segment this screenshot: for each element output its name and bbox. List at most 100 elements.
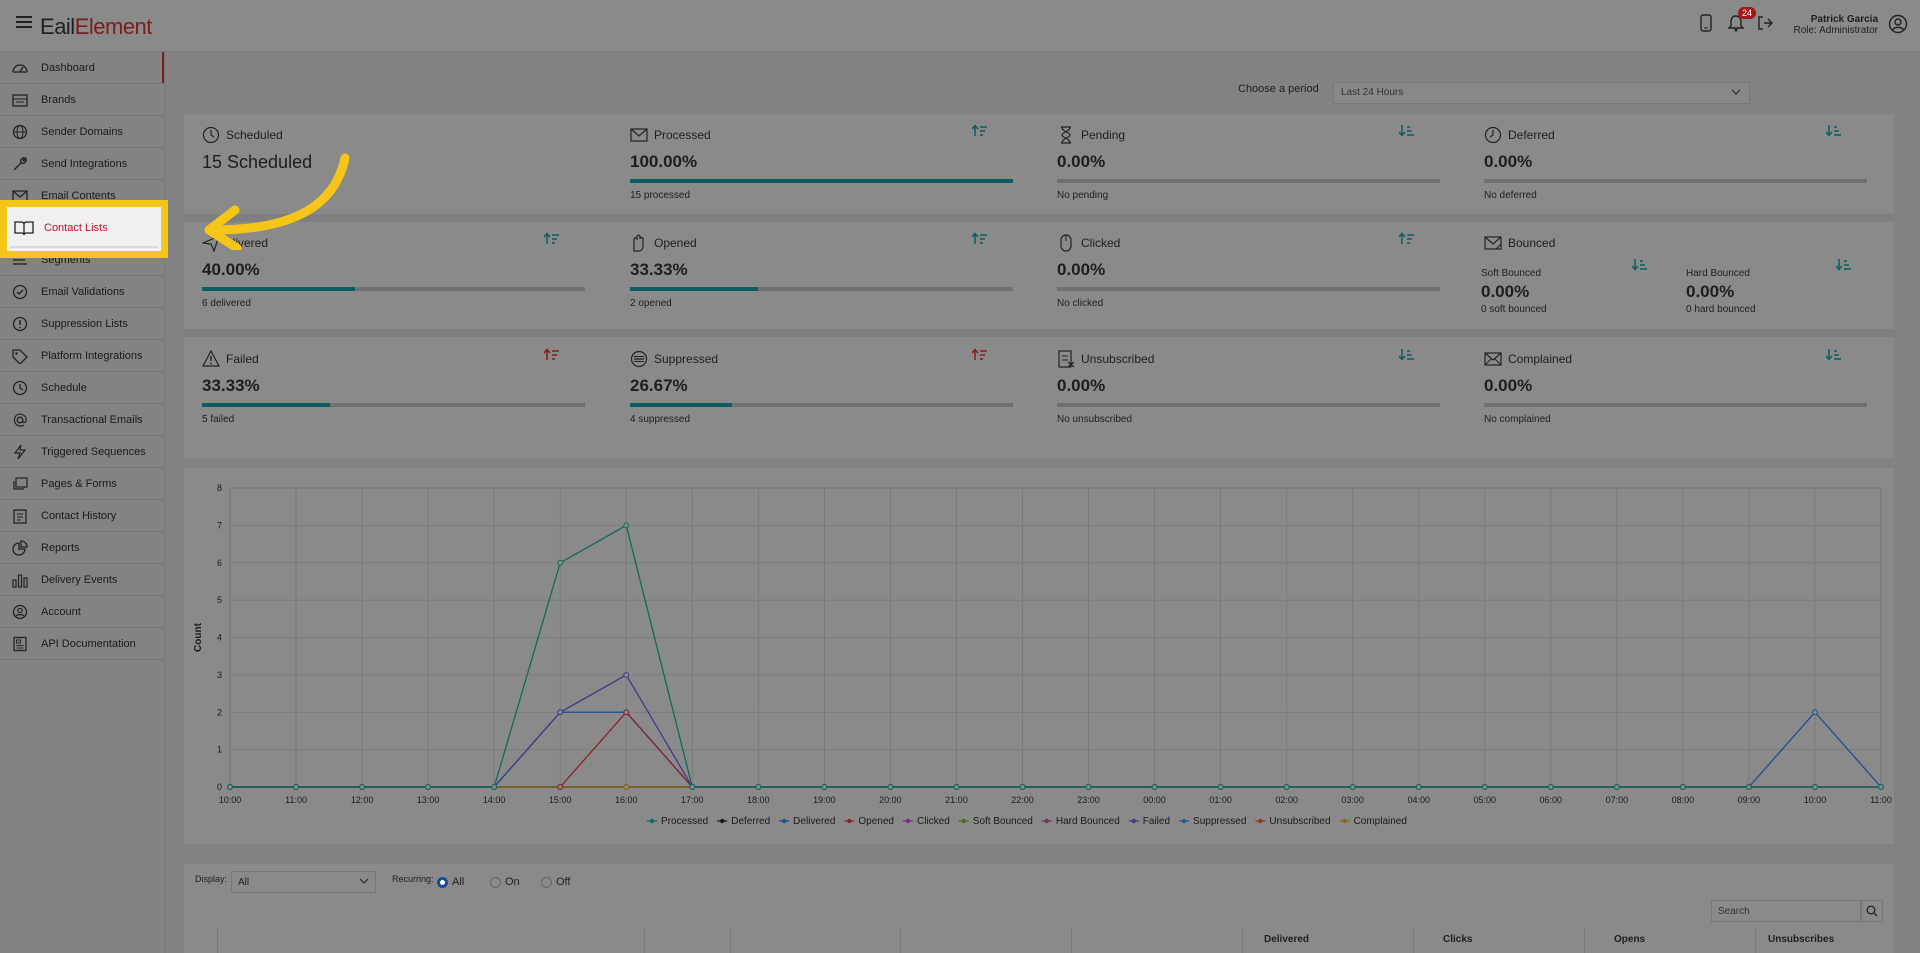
bell-icon[interactable]: 24 — [1727, 7, 1757, 34]
logo[interactable]: EailElement — [40, 14, 152, 39]
sidebar-item-sender-domains[interactable]: Sender Domains — [0, 116, 164, 148]
sort-deferred-icon[interactable] — [1825, 124, 1842, 138]
display-label: Display: — [195, 874, 228, 884]
table-header-clicks[interactable]: Clicks — [1443, 934, 1473, 945]
stat-card-clicked: Clicked 0.00% No clicked — [1039, 222, 1459, 328]
y-tick-label: 6 — [217, 558, 222, 568]
hard-bounced-sub: 0 hard bounced — [1686, 304, 1756, 315]
data-point-opened — [623, 709, 630, 716]
legend-marker-opened — [847, 818, 852, 824]
x-tick-label: 03:00 — [1341, 795, 1364, 805]
stat-value: 0.00% — [1484, 376, 1533, 395]
deferred-icon — [1484, 126, 1502, 144]
sidebar-item-platform-integrations[interactable]: Platform Integrations — [0, 340, 164, 372]
table-header-unsubscribes[interactable]: Unsubscribes — [1768, 934, 1835, 945]
radio-recurring-off[interactable]: Off — [541, 876, 570, 888]
progress-fill — [630, 179, 1013, 183]
soft-bounced-value: 0.00% — [1481, 282, 1530, 301]
sidebar-item-label: Platform Integrations — [41, 349, 143, 362]
legend-label-suppressed: Suppressed — [1193, 816, 1246, 827]
data-point-processed — [1679, 784, 1686, 790]
radio-recurring-all[interactable]: All — [437, 876, 464, 888]
sidebar-item-triggered-sequences[interactable]: Triggered Sequences — [0, 436, 164, 468]
legend-marker-clicked — [905, 818, 911, 824]
sort-delivered-icon[interactable] — [543, 232, 560, 246]
progress-bar — [1484, 403, 1867, 407]
sidebar-item-contact-history[interactable]: Contact History — [0, 500, 164, 532]
stat-value: 33.33% — [630, 260, 688, 279]
sidebar-item-dashboard[interactable]: Dashboard — [0, 52, 164, 84]
sidebar-item-account[interactable]: Account — [0, 596, 164, 628]
search-input[interactable]: Search — [1711, 900, 1861, 922]
legend-marker-deferred — [720, 818, 725, 824]
highlight-callout: Contact Lists — [0, 200, 168, 258]
processed-icon — [630, 126, 648, 144]
soft-bounced-label: Soft Bounced — [1481, 268, 1542, 279]
sidebar-item-delivery-events[interactable]: Delivery Events — [0, 564, 164, 596]
sidebar-item-send-integrations[interactable]: Send Integrations — [0, 148, 164, 180]
y-tick-label: 0 — [217, 782, 222, 792]
sidebar-item-schedule[interactable]: Schedule — [0, 372, 164, 404]
stat-sub: No unsubscribed — [1057, 414, 1133, 425]
failed-icon — [202, 349, 220, 368]
display-select[interactable]: All — [231, 871, 376, 893]
stat-card-delivered: elivered 40.00% 6 delivered — [184, 222, 604, 328]
sidebar-item-label: Suppression Lists — [41, 317, 128, 330]
sort-unsubscribed-icon[interactable] — [1398, 348, 1415, 362]
stat-title: Complained — [1508, 352, 1573, 366]
legend-label-failed: Failed — [1143, 816, 1170, 827]
table-header-delivered[interactable]: Delivered — [1264, 934, 1310, 945]
user-info[interactable]: Patrick Garcia Role: Administrator — [1793, 14, 1878, 36]
stat-sub: No complained — [1484, 414, 1551, 425]
search-button[interactable] — [1861, 900, 1883, 922]
sidebar-item-email-validations[interactable]: Email Validations — [0, 276, 164, 308]
stats-panel: Scheduled 15 Scheduled Processed 100.00% 15 … — [184, 114, 1894, 458]
radio-recurring-on[interactable]: On — [490, 876, 520, 888]
progress-fill — [202, 287, 356, 291]
stat-title: Failed — [226, 352, 259, 366]
logout-icon[interactable] — [1756, 14, 1774, 34]
sort-hard-bounced-icon[interactable] — [1835, 258, 1852, 272]
data-point-processed — [1349, 784, 1356, 790]
data-point-processed — [953, 784, 960, 790]
sidebar-item-contact-lists-highlighted[interactable]: Contact Lists — [10, 210, 158, 248]
sort-soft-bounced-icon[interactable] — [1631, 258, 1648, 272]
globe-icon — [10, 124, 30, 140]
sidebar-item-suppression-lists[interactable]: Suppression Lists — [0, 308, 164, 340]
sort-clicked-icon[interactable] — [1398, 232, 1415, 246]
sidebar-item-transactional-emails[interactable]: Transactional Emails — [0, 404, 164, 436]
hamburger-menu-icon[interactable] — [16, 16, 32, 30]
sidebar-item-api-documentation[interactable]: API Documentation — [0, 628, 164, 660]
user-circle-icon — [10, 604, 30, 620]
x-tick-label: 09:00 — [1738, 795, 1761, 805]
sidebar-item-brands[interactable]: Brands — [0, 84, 164, 116]
stat-value: 26.67% — [630, 376, 688, 395]
sort-pending-icon[interactable] — [1398, 124, 1415, 138]
mobile-icon[interactable] — [1700, 14, 1718, 34]
sort-suppressed-icon[interactable] — [971, 348, 988, 362]
period-select[interactable]: Last 24 Hours — [1333, 82, 1750, 104]
check-circle-icon — [10, 284, 30, 300]
sidebar-item-label: Pages & Forms — [41, 477, 117, 490]
sidebar-item-label: Delivery Events — [41, 573, 118, 586]
sort-processed-icon[interactable] — [971, 124, 988, 138]
data-point-processed — [1085, 784, 1092, 790]
x-tick-label: 06:00 — [1540, 795, 1563, 805]
opened-icon — [630, 234, 648, 252]
sidebar-item-reports[interactable]: Reports — [0, 532, 164, 564]
stat-title: Processed — [654, 128, 711, 142]
user-avatar-icon[interactable] — [1888, 14, 1908, 34]
data-point-processed — [1151, 784, 1158, 790]
sort-complained-icon[interactable] — [1825, 348, 1842, 362]
y-tick-label: 3 — [217, 670, 222, 680]
sort-opened-icon[interactable] — [971, 232, 988, 246]
period-label: Choose a period — [1238, 83, 1319, 95]
x-tick-label: 11:00 — [1870, 795, 1892, 805]
data-point-processed — [1415, 784, 1422, 790]
sidebar-item-pages-forms[interactable]: Pages & Forms — [0, 468, 164, 500]
at-icon — [10, 412, 30, 428]
table-header-opens[interactable]: Opens — [1614, 934, 1646, 945]
stat-value: 33.33% — [202, 376, 260, 395]
x-tick-label: 00:00 — [1143, 795, 1166, 805]
sort-failed-icon[interactable] — [543, 348, 560, 362]
